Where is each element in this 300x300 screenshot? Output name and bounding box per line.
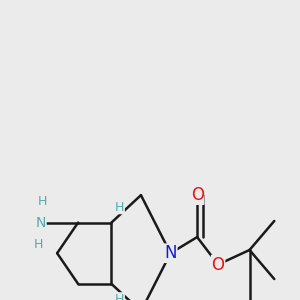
Text: H: H bbox=[33, 238, 43, 251]
Text: H: H bbox=[115, 292, 124, 300]
Text: H: H bbox=[115, 201, 124, 214]
Text: O: O bbox=[190, 186, 204, 204]
Text: N: N bbox=[164, 244, 177, 262]
Text: N: N bbox=[36, 216, 46, 230]
Text: H: H bbox=[38, 195, 47, 208]
Text: O: O bbox=[212, 256, 225, 274]
